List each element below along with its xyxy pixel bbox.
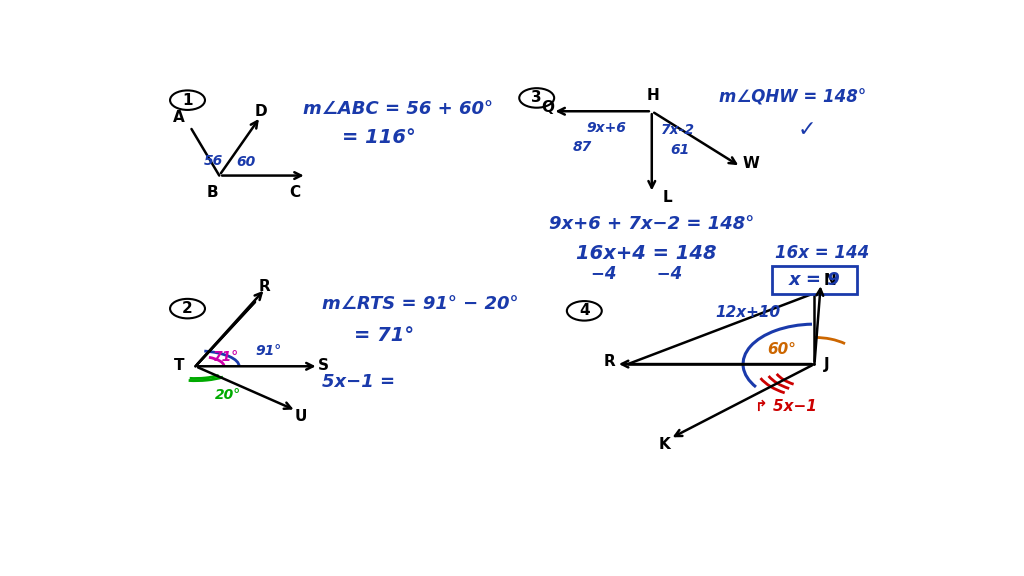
Text: U: U	[295, 410, 307, 425]
Text: S: S	[317, 358, 329, 373]
Text: 91°: 91°	[255, 344, 282, 358]
Text: 3: 3	[531, 90, 542, 105]
Text: = 116°: = 116°	[342, 128, 416, 147]
Text: W: W	[742, 156, 759, 171]
Text: m∠ABC = 56 + 60°: m∠ABC = 56 + 60°	[303, 100, 493, 118]
Text: 4: 4	[579, 304, 590, 319]
Text: ✓: ✓	[798, 120, 816, 141]
Text: x = 9: x = 9	[788, 271, 841, 289]
Text: 61: 61	[670, 143, 689, 157]
Text: 2: 2	[182, 301, 193, 316]
Text: m∠QHW = 148°: m∠QHW = 148°	[719, 89, 866, 107]
Text: K: K	[658, 437, 670, 452]
Text: 20°: 20°	[215, 388, 242, 402]
Text: 71°: 71°	[213, 350, 240, 363]
Text: 16x = 144: 16x = 144	[775, 244, 869, 262]
Text: 16x+4 = 148: 16x+4 = 148	[577, 244, 717, 263]
Text: −4       −4: −4 −4	[591, 265, 682, 283]
Text: Q: Q	[541, 100, 554, 115]
Text: 1: 1	[182, 93, 193, 108]
Text: J: J	[824, 357, 829, 372]
Text: 12x+10: 12x+10	[715, 305, 780, 320]
Text: H: H	[647, 88, 659, 103]
Text: N: N	[824, 273, 837, 288]
Text: ↱ 5x−1: ↱ 5x−1	[755, 399, 817, 414]
Text: 9x+6: 9x+6	[587, 120, 627, 135]
Text: 60°: 60°	[767, 342, 796, 357]
Text: B: B	[207, 185, 219, 200]
Text: 87: 87	[572, 140, 592, 154]
Text: A: A	[173, 111, 185, 126]
FancyBboxPatch shape	[772, 266, 856, 294]
Text: C: C	[289, 185, 300, 200]
Text: 56: 56	[204, 154, 223, 168]
Text: T: T	[174, 358, 184, 373]
Text: R: R	[259, 279, 270, 294]
Text: 60: 60	[237, 156, 256, 169]
Text: m∠RTS = 91° − 20°: m∠RTS = 91° − 20°	[323, 295, 519, 313]
Text: R: R	[603, 354, 615, 369]
Text: 7x-2: 7x-2	[662, 123, 695, 137]
Text: D: D	[255, 104, 267, 119]
Text: 9x+6 + 7x−2 = 148°: 9x+6 + 7x−2 = 148°	[549, 215, 754, 233]
Text: L: L	[663, 190, 673, 205]
Text: = 71°: = 71°	[354, 326, 415, 344]
Text: 5x−1 =: 5x−1 =	[323, 373, 395, 391]
